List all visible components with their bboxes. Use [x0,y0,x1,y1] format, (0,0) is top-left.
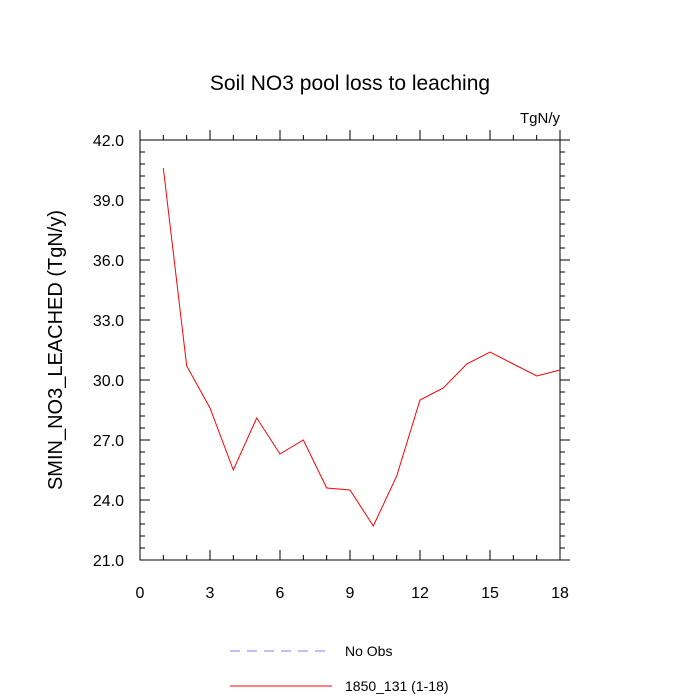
y-tick-label: 21.0 [93,553,124,570]
plot-frame [139,139,561,561]
y-tick-label: 36.0 [93,253,124,270]
x-tick-label: 0 [136,585,145,602]
y-tick-label: 39.0 [93,193,124,210]
legend-label: No Obs [345,643,392,659]
units-label: TgN/y [520,110,561,127]
legend-label: 1850_131 (1-18) [345,678,449,694]
y-axis-label: SMIN_NO3_LEACHED (TgN/y) [45,210,67,490]
plot-area: 0 3 6 9 12 15 18 21.0 24.0 27.0 30.0 33.0 36.0 39.0 42… [93,130,570,602]
x-tick-label: 3 [206,585,215,602]
x-tick-label: 18 [551,585,569,602]
y-tick-label: 24.0 [93,493,124,510]
x-tick-label: 6 [276,585,285,602]
y-tick-label: 27.0 [93,433,124,450]
chart-title: Soil NO3 pool loss to leaching [210,72,490,95]
y-tick-label: 33.0 [93,313,124,330]
y-tick-label: 30.0 [93,373,124,390]
legend: No Obs 1850_131 (1-18) [230,643,449,694]
series-line [162,167,561,528]
x-tick-label: 15 [481,585,499,602]
x-tick-label: 9 [346,585,355,602]
x-tick-label: 12 [411,585,429,602]
y-tick-label: 42.0 [93,133,124,150]
